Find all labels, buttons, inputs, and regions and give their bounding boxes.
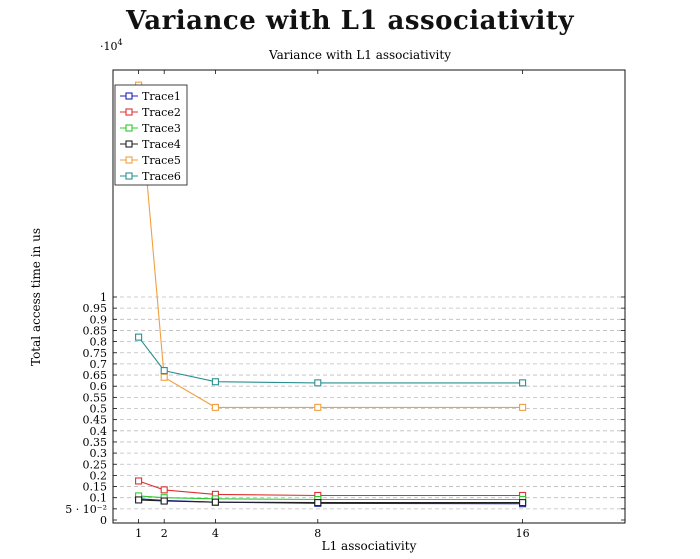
- data-point: [135, 496, 143, 504]
- data-point: [314, 379, 322, 387]
- legend-marker: [125, 124, 133, 132]
- y-axis-label: Total access time in us: [29, 228, 43, 366]
- y-tick-label: 0.65: [83, 369, 108, 382]
- y-tick-label: 0.15: [83, 481, 108, 494]
- y-tick-label: 1: [100, 291, 107, 304]
- y-scale-base: ·10: [100, 40, 118, 53]
- series-trace2: [135, 477, 527, 500]
- data-point: [135, 477, 143, 485]
- data-point: [211, 403, 219, 411]
- legend-marker: [125, 172, 133, 180]
- legend-item: Trace4: [120, 138, 181, 151]
- legend-item: Trace5: [120, 154, 181, 167]
- y-tick-label: 0.4: [90, 425, 108, 438]
- y-tick-label: 0.3: [90, 447, 108, 460]
- legend-item: Trace1: [120, 90, 181, 103]
- series-trace4: [135, 496, 527, 507]
- y-tick-label: 0.95: [83, 302, 108, 315]
- data-point: [211, 498, 219, 506]
- data-point: [135, 333, 143, 341]
- legend-label: Trace1: [142, 90, 181, 103]
- data-point: [314, 403, 322, 411]
- grid-lines: [113, 296, 625, 510]
- data-point: [519, 499, 527, 507]
- y-tick-label: 0.9: [90, 313, 108, 326]
- x-axis-label: L1 associativity: [322, 539, 417, 553]
- data-point: [211, 378, 219, 386]
- y-tick-label: 0.6: [90, 380, 108, 393]
- series-line: [138, 480, 523, 497]
- y-tick-label: 0.1: [90, 492, 108, 505]
- x-tick-label: 4: [212, 527, 219, 540]
- y-tick-label: 0.8: [90, 336, 108, 349]
- y-tick-label: 0.7: [90, 358, 108, 371]
- legend-label: Trace3: [142, 122, 181, 135]
- legend-label: Trace5: [142, 154, 181, 167]
- series-line: [138, 85, 523, 408]
- y-tick-label: 0.5: [90, 403, 108, 416]
- y-scale-exponent: 4: [118, 38, 123, 47]
- series-trace6: [135, 333, 527, 387]
- data-point: [160, 373, 168, 381]
- x-tick-label: 1: [135, 527, 142, 540]
- y-tick-label: 0.25: [83, 458, 108, 471]
- legend-marker: [125, 140, 133, 148]
- axis-ticks: 05 · 10⁻²0.10.150.20.250.30.350.40.450.5…: [65, 70, 625, 540]
- x-tick-label: 2: [161, 527, 168, 540]
- y-tick-label: 0.2: [90, 469, 108, 482]
- data-point: [160, 497, 168, 505]
- series-trace5: [135, 81, 527, 411]
- y-tick-label: 0.35: [83, 436, 108, 449]
- legend-item: Trace3: [120, 122, 181, 135]
- series-line: [138, 336, 523, 384]
- x-tick-label: 16: [516, 527, 530, 540]
- series-layer: [135, 81, 527, 508]
- y-tick-label: 0.45: [83, 414, 108, 427]
- data-point: [519, 379, 527, 387]
- y-tick-label: 0: [100, 514, 107, 527]
- legend: Trace1 Trace2 Trace3 Trace4 Trace5 Trace6: [114, 84, 188, 186]
- y-tick-label: 0.55: [83, 391, 108, 404]
- series-line: [138, 499, 523, 504]
- data-point: [314, 499, 322, 507]
- y-scale-label: ·104: [100, 38, 123, 53]
- legend-marker: [125, 108, 133, 116]
- y-tick-label: 0.85: [83, 324, 108, 337]
- legend-item: Trace6: [120, 170, 181, 183]
- legend-marker: [125, 156, 133, 164]
- legend-marker: [125, 92, 133, 100]
- data-point: [160, 367, 168, 375]
- chart-title: Variance with L1 associativity: [268, 48, 451, 62]
- data-point: [160, 486, 168, 494]
- x-tick-label: 8: [314, 527, 321, 540]
- y-tick-label: 5 · 10⁻²: [65, 503, 107, 516]
- legend-label: Trace2: [142, 106, 181, 119]
- data-point: [519, 403, 527, 411]
- legend-box: [114, 84, 188, 186]
- legend-item: Trace2: [120, 106, 181, 119]
- plot-frame: [112, 69, 626, 524]
- y-tick-label: 0.75: [83, 347, 108, 360]
- legend-label: Trace4: [142, 138, 181, 151]
- legend-label: Trace6: [142, 170, 181, 183]
- page-title: Variance with L1 associativity: [125, 6, 575, 36]
